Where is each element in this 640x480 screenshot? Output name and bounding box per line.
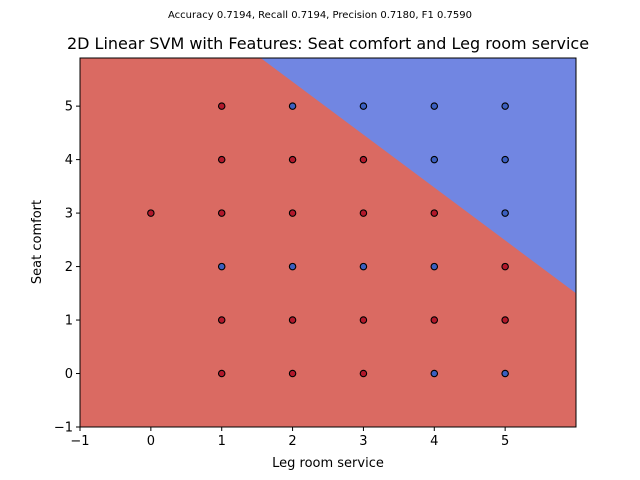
- y-axis-label: Seat comfort: [30, 200, 45, 284]
- y-axis: −1 0 1 2 3 4 5: [54, 100, 80, 436]
- data-point: [359, 102, 368, 110]
- data-point: [288, 155, 297, 164]
- data-point: [359, 209, 368, 217]
- data-point: [501, 155, 509, 164]
- data-point: [288, 209, 297, 217]
- x-tick-label: −1: [70, 434, 89, 449]
- data-point: [501, 262, 509, 271]
- data-point: [217, 155, 226, 164]
- y-tick-label: 0: [65, 367, 73, 382]
- data-point: [217, 262, 226, 271]
- data-point: [147, 209, 155, 217]
- y-tick-label: −1: [54, 421, 73, 436]
- data-point: [430, 316, 439, 324]
- plot-area: [79, 57, 577, 428]
- data-point: [501, 102, 509, 110]
- data-point: [217, 102, 226, 110]
- data-point: [501, 209, 509, 217]
- chart-title: 2D Linear SVM with Features: Seat comfor…: [67, 34, 589, 53]
- y-tick-label: 5: [65, 100, 73, 115]
- data-point: [359, 369, 368, 378]
- x-tick-label: 1: [218, 434, 226, 449]
- x-tick-label: 5: [501, 434, 509, 449]
- chart-suptitle: Accuracy 0.7194, Recall 0.7194, Precisio…: [168, 10, 472, 21]
- data-point: [501, 369, 509, 378]
- y-tick-label: 2: [65, 260, 73, 275]
- data-point: [359, 262, 368, 271]
- data-point: [430, 209, 439, 217]
- x-tick-label: 0: [147, 434, 155, 449]
- data-point: [501, 316, 509, 324]
- data-point: [217, 316, 226, 324]
- y-tick-label: 4: [65, 153, 73, 168]
- data-point: [288, 102, 297, 110]
- data-point: [359, 155, 368, 164]
- plot-frame: [79, 57, 577, 428]
- region-class-1: [260, 58, 576, 294]
- data-point: [288, 262, 297, 271]
- data-point: [288, 316, 297, 324]
- x-axis: −1 0 1 2 3 4 5: [70, 427, 509, 449]
- x-axis-label: Leg room service: [272, 456, 384, 471]
- data-point: [359, 316, 368, 324]
- y-tick-label: 3: [65, 207, 73, 222]
- data-point: [430, 262, 439, 271]
- data-point: [288, 369, 297, 378]
- x-tick-label: 4: [430, 434, 438, 449]
- x-tick-label: 3: [359, 434, 367, 449]
- data-point: [217, 369, 226, 378]
- data-point: [217, 209, 226, 217]
- y-tick-label: 1: [65, 314, 73, 329]
- data-point: [430, 155, 439, 164]
- x-tick-label: 2: [288, 434, 296, 449]
- data-point: [430, 102, 439, 110]
- data-point: [430, 369, 439, 378]
